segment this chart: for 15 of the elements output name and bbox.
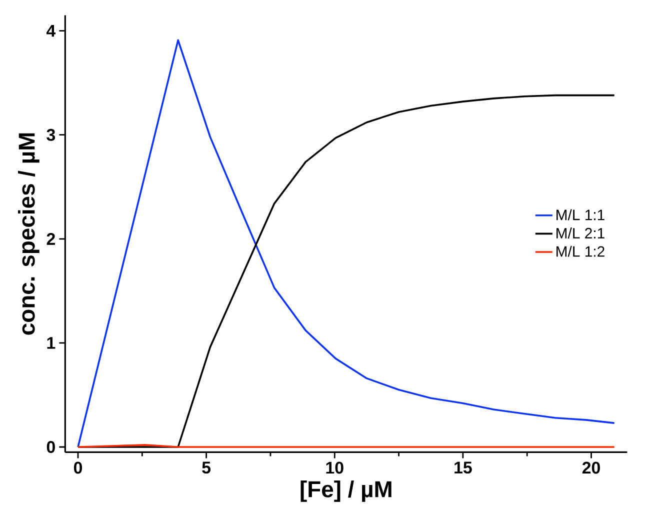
x-axis-title: [Fe] / µM — [300, 480, 392, 502]
y-tick-label: 3 — [46, 128, 56, 141]
y-tick-label: 4 — [46, 24, 56, 37]
x-tick-label: 5 — [202, 462, 211, 474]
y-tick-label: 2 — [46, 232, 55, 245]
legend-label: M/L 2:1 — [556, 228, 604, 239]
y-tick-label: 0 — [46, 441, 55, 453]
legend-label: M/L 1:1 — [556, 209, 604, 220]
x-tick-label: 20 — [582, 462, 600, 474]
legend-label: M/L 1:2 — [556, 246, 604, 257]
x-tick-label: 10 — [326, 462, 344, 474]
x-tick-label: 0 — [74, 462, 82, 474]
x-tick-label: 15 — [454, 462, 472, 474]
y-axis-title: conc. species / µM — [18, 133, 40, 335]
y-tick-label: 1 — [47, 337, 56, 349]
